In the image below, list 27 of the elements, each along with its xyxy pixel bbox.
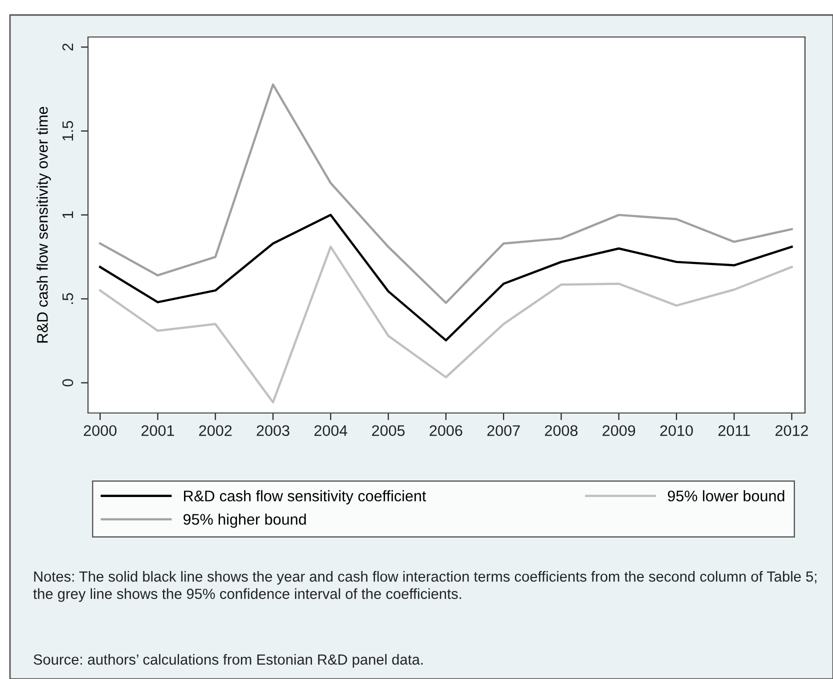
x-tick-label: 2001	[142, 425, 174, 436]
source-note: Source: authors’ calculations from Estonian R&D panel data.	[34, 654, 423, 668]
x-tick-label: 2010	[660, 425, 693, 436]
x-tick-label: 2005	[372, 425, 405, 436]
text: Notes: The solid black line shows the year and cash flow interaction terms coefficients from the second column of Table 5; the grey line shows the 95% confidence interval of the coefficients.	[33, 571, 816, 602]
x-tick-label: 2004	[314, 425, 348, 436]
x-tick-label: 2003	[256, 425, 290, 436]
line-series	[98, 214, 793, 342]
x-tick-label: 2009	[602, 425, 636, 436]
legend-label: 95% lower bound	[668, 490, 784, 502]
y-axis-title: R&D cash flow sensitivity over time	[36, 106, 51, 343]
y-tick-label: .5	[62, 293, 74, 304]
x-tick-label: 2006	[430, 425, 462, 436]
x-tick-label: 2007	[487, 425, 520, 436]
x-tick-label: 2002	[199, 425, 232, 436]
y-tick-label: 1	[62, 211, 74, 218]
legend-label: 95% higher bound	[183, 514, 306, 528]
y-tick-label: 2	[62, 44, 74, 51]
x-tick-label: 2008	[544, 425, 578, 436]
line-series	[98, 246, 793, 404]
y-tick-label: 0	[62, 379, 74, 386]
y-tick-label: 1.5	[62, 121, 74, 140]
x-tick-label: 2012	[776, 425, 808, 436]
x-tick-label: 2000	[84, 425, 116, 436]
line-series	[98, 83, 793, 304]
legend-label: R&D cash flow sensitivity coefficient	[184, 490, 426, 504]
x-tick-label: 2011	[718, 425, 750, 436]
